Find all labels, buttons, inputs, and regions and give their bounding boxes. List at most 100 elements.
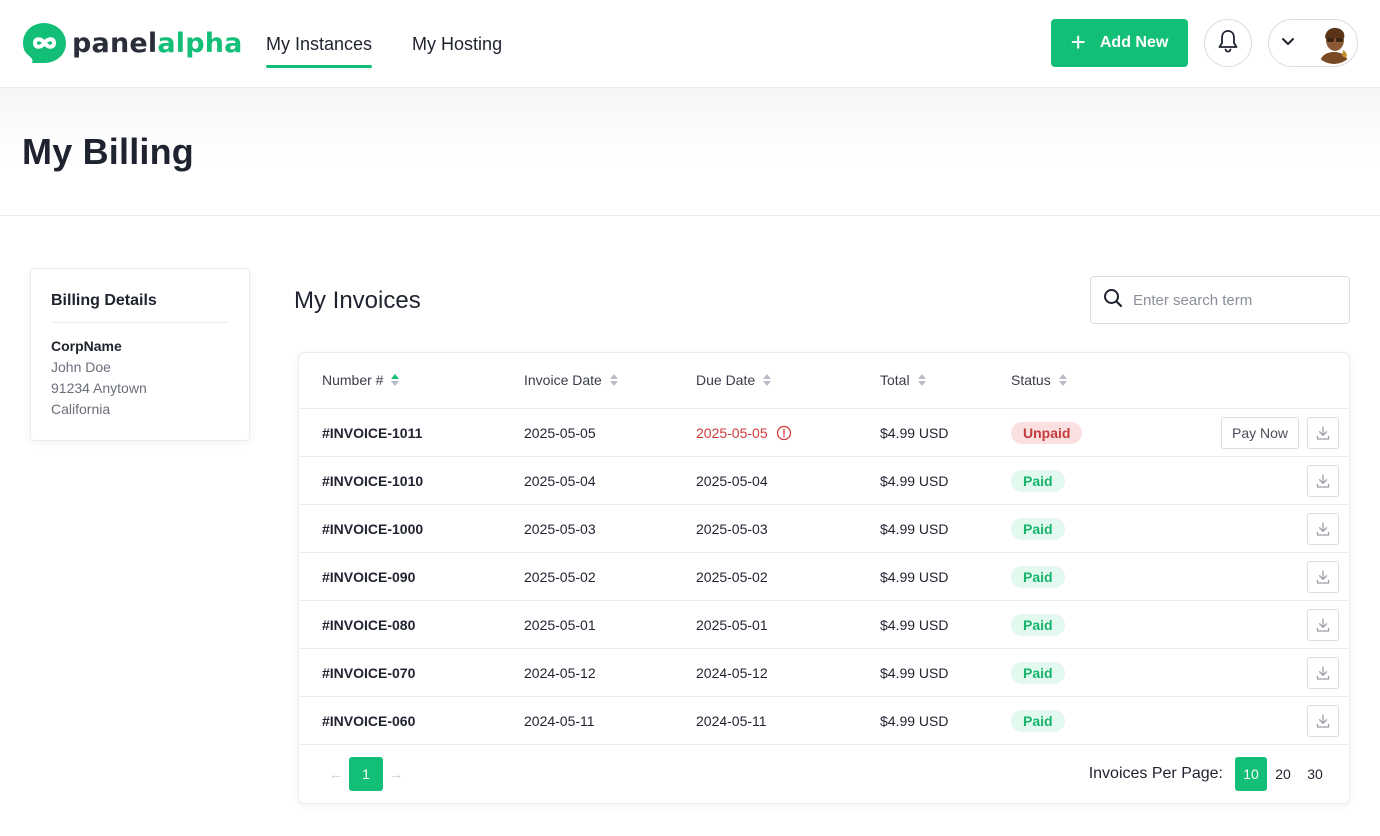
prev-page-button[interactable]: ←: [329, 766, 343, 782]
per-page-option-30[interactable]: 30: [1307, 766, 1323, 782]
table-row: #INVOICE-070 2024-05-12 2024-05-12 $4.99…: [299, 649, 1349, 697]
table-header: Number # Invoice Date Due Date Total Sta…: [299, 353, 1349, 409]
column-label: Due Date: [696, 372, 756, 388]
invoice-date: 2024-05-12: [524, 665, 596, 681]
invoice-date: 2025-05-04: [524, 473, 596, 489]
next-page-button[interactable]: →: [389, 766, 403, 782]
due-date: 2025-05-01: [696, 617, 768, 633]
invoices-table: Number # Invoice Date Due Date Total Sta…: [298, 352, 1350, 804]
table-row: #INVOICE-1000 2025-05-03 2025-05-03 $4.9…: [299, 505, 1349, 553]
due-date-text: 2025-05-05: [696, 425, 768, 441]
status-cell: Paid: [1011, 601, 1065, 649]
billing-details-card: Billing Details CorpName John Doe 91234 …: [30, 268, 250, 441]
status-cell: Paid: [1011, 553, 1065, 601]
pay-now-button[interactable]: Pay Now: [1221, 417, 1299, 449]
status-badge: Paid: [1011, 566, 1065, 588]
due-date-overdue: 2025-05-05: [696, 409, 792, 457]
plus-icon: +: [1070, 26, 1086, 57]
invoice-total: $4.99 USD: [880, 473, 949, 489]
status-badge: Paid: [1011, 614, 1065, 636]
due-date: 2024-05-11: [696, 713, 767, 729]
download-invoice-button[interactable]: [1307, 561, 1339, 593]
download-invoice-button[interactable]: [1307, 657, 1339, 689]
download-icon: [1315, 665, 1331, 681]
table-row: #INVOICE-1011 2025-05-05 2025-05-05 $4.9…: [299, 409, 1349, 457]
download-icon: [1315, 713, 1331, 729]
column-header-status[interactable]: Status: [1011, 372, 1067, 388]
download-icon: [1315, 569, 1331, 585]
invoice-total: $4.99 USD: [880, 713, 949, 729]
sort-icon: [1058, 374, 1067, 386]
download-invoice-button[interactable]: [1307, 465, 1339, 497]
column-header-invoice-date[interactable]: Invoice Date: [524, 372, 618, 388]
download-invoice-button[interactable]: [1307, 609, 1339, 641]
download-invoice-button[interactable]: [1307, 705, 1339, 737]
due-date: 2025-05-02: [696, 569, 768, 585]
invoice-number[interactable]: #INVOICE-1000: [322, 521, 424, 537]
per-page-label: Invoices Per Page:: [1088, 765, 1223, 782]
search-input[interactable]: [1133, 291, 1333, 309]
status-badge: Unpaid: [1011, 422, 1083, 444]
status-cell: Paid: [1011, 505, 1065, 553]
download-invoice-button[interactable]: [1307, 513, 1339, 545]
per-page-selector: Invoices Per Page: 10 20 30: [1089, 757, 1331, 791]
column-header-number[interactable]: Number #: [322, 372, 400, 388]
invoice-number[interactable]: #INVOICE-080: [322, 617, 416, 633]
sort-icon: [391, 374, 400, 386]
add-new-label: Add New: [1099, 34, 1169, 51]
chevron-down-icon: [1281, 34, 1295, 52]
invoice-number[interactable]: #INVOICE-090: [322, 569, 416, 585]
table-row: #INVOICE-060 2024-05-11 2024-05-11 $4.99…: [299, 697, 1349, 745]
column-label: Invoice Date: [524, 372, 602, 388]
status-cell: Paid: [1011, 649, 1065, 697]
logo-word-part1: panel: [72, 27, 158, 59]
invoice-date: 2025-05-01: [524, 617, 596, 633]
search-box: [1090, 276, 1350, 324]
column-header-total[interactable]: Total: [880, 372, 926, 388]
status-badge: Paid: [1011, 710, 1065, 732]
invoice-total: $4.99 USD: [880, 521, 949, 537]
page-button-current[interactable]: 1: [349, 757, 383, 791]
logo-word-part2: alpha: [157, 27, 243, 59]
invoice-total: $4.99 USD: [880, 617, 949, 633]
download-invoice-button[interactable]: [1307, 417, 1339, 449]
per-page-option-20[interactable]: 20: [1275, 766, 1291, 782]
invoice-total: $4.99 USD: [880, 569, 949, 585]
invoice-date: 2025-05-05: [524, 425, 596, 441]
invoice-number[interactable]: #INVOICE-070: [322, 665, 416, 681]
logo-mark-icon: [22, 21, 68, 65]
column-label: Total: [880, 372, 910, 388]
column-header-due-date[interactable]: Due Date: [696, 372, 772, 388]
avatar: [1313, 22, 1355, 64]
invoice-number[interactable]: #INVOICE-1011: [322, 425, 423, 441]
nav-my-hosting[interactable]: My Hosting: [412, 33, 503, 54]
download-icon: [1315, 617, 1331, 633]
add-new-button[interactable]: + Add New: [1051, 19, 1188, 67]
sort-icon: [917, 374, 926, 386]
panelalpha-logo[interactable]: panelalpha: [22, 21, 243, 65]
column-label: Status: [1011, 372, 1051, 388]
invoices-title: My Invoices: [294, 287, 421, 314]
per-page-option-10[interactable]: 10: [1235, 757, 1267, 791]
billing-details-title: Billing Details: [51, 292, 229, 323]
logo-wordmark: panelalpha: [72, 30, 243, 57]
billing-name: John Doe: [51, 359, 111, 375]
user-menu-button[interactable]: [1268, 19, 1358, 67]
notifications-button[interactable]: [1204, 19, 1252, 67]
invoice-number[interactable]: #INVOICE-060: [322, 713, 416, 729]
main-nav: My Instances My Hosting: [266, 0, 542, 88]
search-icon: [1103, 288, 1123, 313]
nav-my-instances[interactable]: My Instances: [266, 0, 373, 88]
download-icon: [1315, 521, 1331, 537]
billing-city: 91234 Anytown: [51, 380, 147, 396]
due-date: 2025-05-03: [696, 521, 768, 537]
invoice-number[interactable]: #INVOICE-1010: [322, 473, 424, 489]
column-label: Number #: [322, 372, 384, 388]
status-cell: Paid: [1011, 457, 1065, 505]
invoice-date: 2024-05-11: [524, 713, 595, 729]
bell-icon: [1217, 29, 1239, 58]
sort-icon: [609, 374, 618, 386]
status-cell: Unpaid: [1011, 409, 1083, 457]
table-row: #INVOICE-1010 2025-05-04 2025-05-04 $4.9…: [299, 457, 1349, 505]
invoice-date: 2025-05-03: [524, 521, 596, 537]
